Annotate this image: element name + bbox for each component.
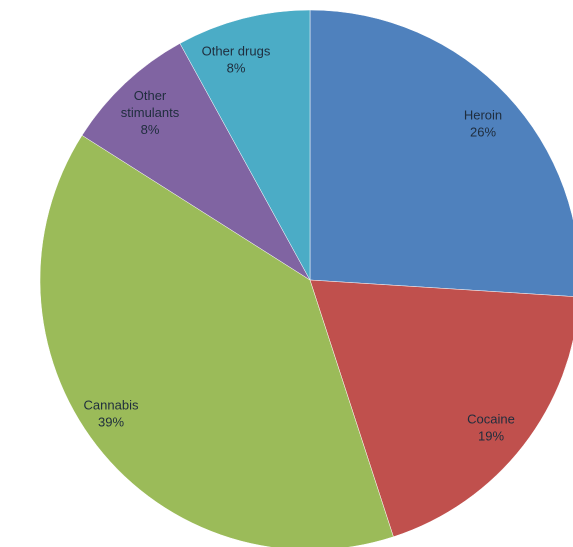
data-label-name: Heroin [464,108,502,123]
pie-slice-other-drugs [179,9,311,281]
pie-slice-cannabis [39,134,394,547]
data-label-other-stimulants: Other stimulants 8% [121,88,180,137]
data-label-name: Cannabis [84,398,139,413]
data-label-value: 39% [98,415,124,430]
data-label-cocaine: Cocaine 19% [467,412,515,444]
pie-slice-heroin [309,9,573,297]
pie-slice-cocaine [309,279,573,538]
data-label-name: Other [134,88,167,103]
data-label-name: Other drugs [202,44,271,59]
pie-slices [39,9,573,547]
data-label-value: 8% [141,122,160,137]
data-label-other-drugs: Other drugs 8% [202,44,271,76]
pie-labels: Heroin 26% Cocaine 19% Cannabis 39% Other stimu… [84,44,515,444]
pie-slice-other-stimulants [81,43,311,281]
data-label-value: 8% [227,61,246,76]
data-label-value: 19% [478,429,504,444]
data-label-cannabis: Cannabis 39% [84,398,139,430]
data-label-heroin: Heroin 26% [464,108,502,140]
data-label-name: Cocaine [467,412,515,427]
data-label-name: stimulants [121,105,180,120]
data-label-value: 26% [470,125,496,140]
